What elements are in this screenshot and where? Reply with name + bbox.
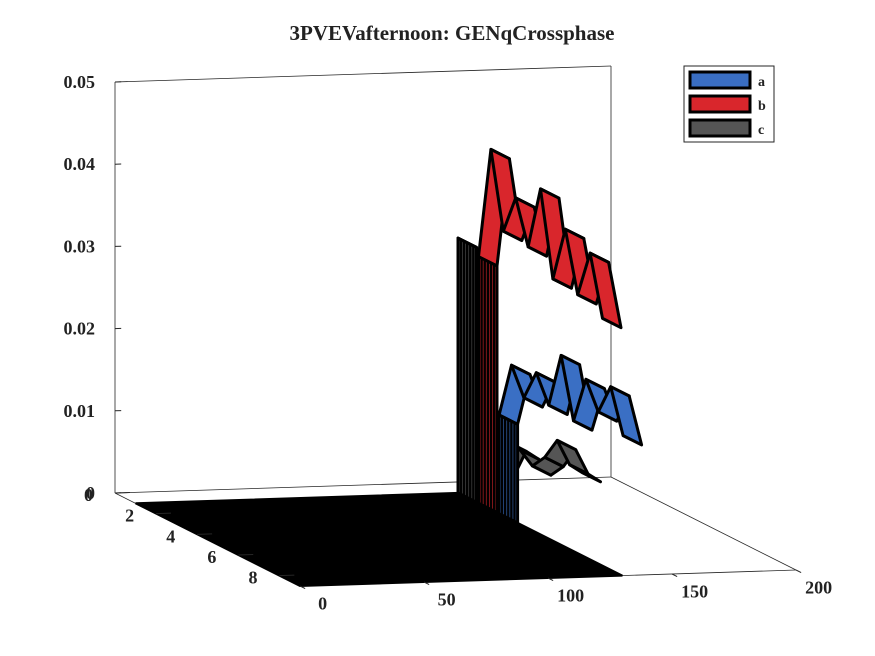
y-tick-label: 2 xyxy=(125,506,134,526)
series-a-ribbon xyxy=(497,353,644,525)
floor-surface xyxy=(135,491,623,588)
z-tick-label: 0.01 xyxy=(64,401,96,421)
z-tick-label: 0.03 xyxy=(64,236,96,256)
x-tick-mark xyxy=(547,577,554,582)
z-tick-label: 0 xyxy=(86,483,95,503)
legend-label-c: c xyxy=(758,123,764,138)
x-tick-mark xyxy=(423,581,430,586)
legend: abc xyxy=(683,65,775,143)
x-tick-label: 50 xyxy=(438,589,456,609)
x-tick-mark xyxy=(795,569,802,574)
z-axis-ticks: 0 0.01 0.02 0.03 0.04 0.05 xyxy=(64,72,122,503)
series-b-ribbon xyxy=(477,147,623,515)
x-tick-mark xyxy=(299,585,306,590)
series-b-patch xyxy=(588,251,623,330)
legend-swatch-b xyxy=(688,94,752,114)
y-tick-label: 0 xyxy=(84,485,93,505)
axis-edge-1 xyxy=(114,65,612,83)
x-tick-label: 150 xyxy=(681,581,708,601)
chart-floor xyxy=(135,491,623,588)
legend-label-b: b xyxy=(758,99,766,114)
legend-label-a: a xyxy=(758,75,765,90)
z-tick-label: 0.04 xyxy=(64,154,96,174)
series-group xyxy=(456,147,644,525)
series-a-patch xyxy=(609,385,644,447)
z-tick-label: 0.05 xyxy=(64,72,96,92)
axis-edge-3 xyxy=(114,476,612,494)
series-c-patch xyxy=(568,463,602,484)
legend-swatch-c xyxy=(688,118,752,138)
axis-edge-4 xyxy=(610,476,797,571)
legend-swatch-a xyxy=(688,70,752,90)
chart-title: 3PVEVafternoon: GENqCrossphase xyxy=(290,21,615,45)
y-tick-label: 8 xyxy=(248,568,257,588)
x-tick-label: 200 xyxy=(805,577,832,597)
z-tick-label: 0.02 xyxy=(64,319,96,339)
y-tick-label: 4 xyxy=(166,526,175,546)
x-tick-label: 0 xyxy=(318,593,327,613)
x-tick-mark xyxy=(671,573,678,578)
x-axis-ticks: 0 50 100 150 200 xyxy=(299,569,832,613)
x-tick-label: 100 xyxy=(557,585,584,605)
y-tick-label: 6 xyxy=(207,547,216,567)
